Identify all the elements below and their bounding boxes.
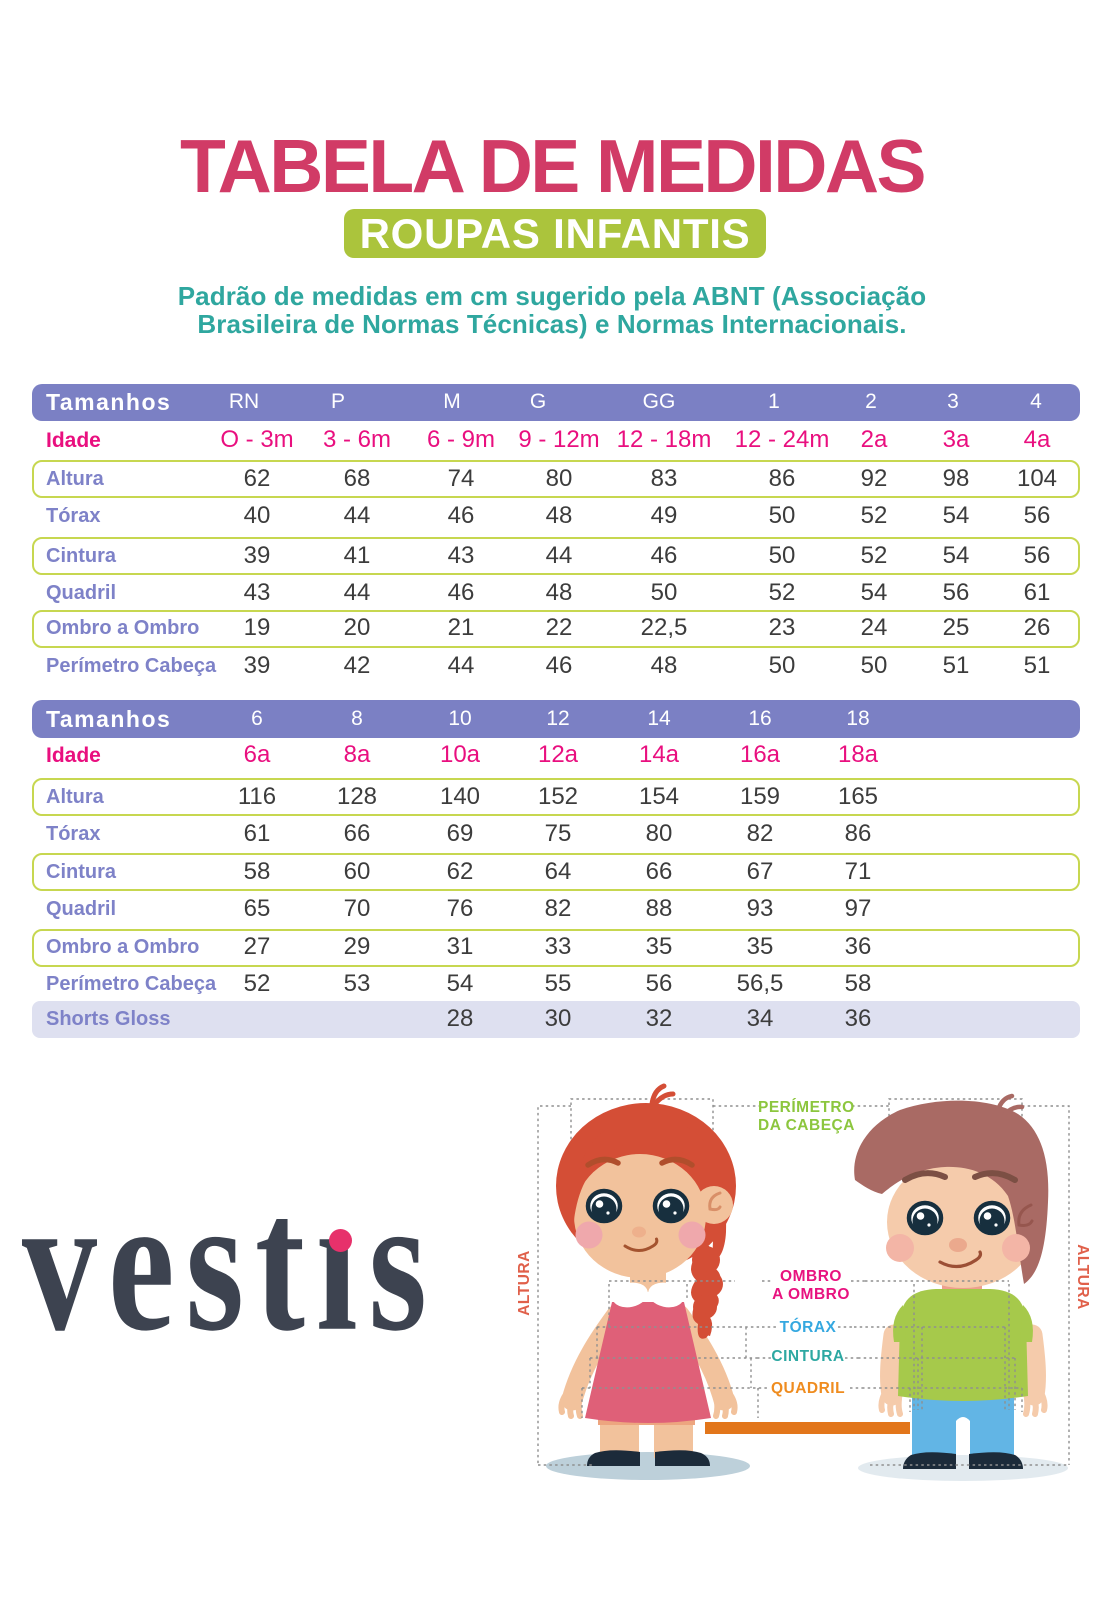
svg-text:TÓRAX: TÓRAX — [780, 1318, 837, 1336]
svg-text:PERÍMETRO: PERÍMETRO — [758, 1099, 855, 1116]
svg-text:DA CABEÇA: DA CABEÇA — [758, 1117, 855, 1134]
svg-text:QUADRIL: QUADRIL — [771, 1380, 845, 1397]
svg-text:OMBRO: OMBRO — [780, 1268, 842, 1285]
svg-text:ALTURA: ALTURA — [1074, 1244, 1091, 1310]
svg-text:ALTURA: ALTURA — [516, 1250, 533, 1316]
svg-text:CINTURA: CINTURA — [771, 1348, 844, 1365]
svg-text:A OMBRO: A OMBRO — [772, 1286, 850, 1303]
